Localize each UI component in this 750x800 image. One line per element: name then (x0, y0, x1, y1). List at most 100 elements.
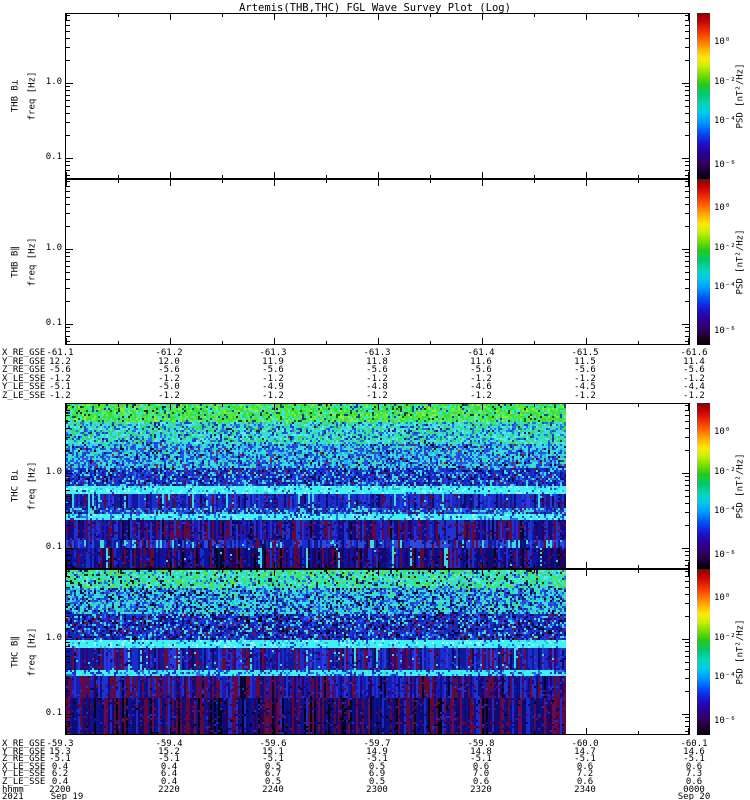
y-tick (66, 301, 70, 303)
x-tick-minor (638, 570, 639, 573)
ephemeris-bottom-value: -60.0 (571, 739, 599, 749)
x-tick-major (482, 570, 483, 576)
y-tick (685, 437, 689, 439)
ephemeris-bottom-row-label: Y_RE_GSE (2, 746, 46, 757)
ephemeris-mid-value: -1.2 (574, 390, 596, 401)
x-tick-minor (222, 341, 223, 344)
spectrogram-canvas-thc-b- (66, 404, 566, 568)
ephemeris-bottom-value: 0.5 (264, 777, 282, 787)
y-tick (682, 548, 689, 549)
y-tick (66, 288, 70, 290)
panel-thc-b- (65, 569, 690, 735)
y-tick (66, 548, 73, 549)
ephemeris-mid-value: -61.3 (259, 348, 287, 358)
x-tick-major (482, 404, 483, 410)
x-tick-minor (118, 14, 119, 17)
y-tick (66, 169, 70, 171)
y-tick (66, 174, 70, 176)
y-tick (685, 495, 689, 497)
x-tick-major (586, 562, 587, 568)
y-tick (682, 639, 689, 640)
y-tick (66, 730, 70, 732)
y-tick (66, 185, 70, 187)
ephemeris-bottom-value: 0.6 (685, 761, 703, 772)
x-tick-minor (118, 341, 119, 344)
x-tick-minor (534, 14, 535, 17)
freq-axis-label: freq [Hz] (27, 237, 38, 287)
x-tick-minor (222, 180, 223, 183)
y-tick (66, 473, 73, 474)
x-tick-major (66, 570, 67, 576)
y-tick (66, 495, 70, 497)
ephemeris-mid-row-label: Z_RE_GSE (2, 365, 46, 375)
y-tick (685, 203, 689, 205)
x-tick-major (482, 172, 483, 178)
y-tick (66, 714, 73, 715)
y-tick (66, 158, 73, 159)
y-tick (685, 551, 689, 553)
y-tick (685, 603, 689, 605)
plot-title: Artemis(THB,THC) FGL Wave Survey Plot (L… (239, 2, 511, 14)
ephemeris-mid-value: -1.2 (158, 373, 180, 384)
y-tick (66, 271, 70, 273)
y-tick (66, 476, 70, 478)
y-tick (66, 340, 70, 342)
ephemeris-mid-value: -5.6 (158, 365, 180, 375)
date-row-label: 2021 (2, 792, 24, 800)
x-tick-major (378, 14, 379, 20)
freq-axis-label: freq [Hz] (27, 627, 38, 677)
x-tick-minor (638, 731, 639, 734)
colorbar-tick-label: 10⁰ (714, 592, 731, 603)
time-value: 2300 (366, 784, 388, 795)
x-tick-minor (638, 14, 639, 17)
y-tick (66, 161, 70, 163)
y-tick (685, 525, 689, 527)
y-tick (66, 571, 70, 573)
ephemeris-mid-row-label: Y_RE_GSE (2, 356, 46, 367)
x-tick-minor (534, 570, 535, 573)
ephemeris-bottom-value: 15.3 (49, 746, 71, 757)
x-tick-major (274, 404, 275, 410)
y-tick (66, 650, 70, 652)
x-tick-minor (430, 14, 431, 17)
x-tick-major (586, 14, 587, 20)
y-tick (66, 639, 73, 640)
y-tick (66, 409, 70, 411)
ephemeris-bottom-value: 0.4 (51, 777, 69, 787)
ephemeris-mid-value: -5.6 (683, 365, 705, 375)
y-tick (685, 668, 689, 670)
ephemeris-bottom-value: 15.1 (262, 746, 284, 757)
ephemeris-mid-value: -5.0 (158, 382, 180, 392)
x-tick-minor (326, 404, 327, 407)
x-tick-major (170, 180, 171, 186)
y-tick (66, 105, 70, 107)
ephemeris-mid-value: 12.2 (49, 356, 71, 367)
y-tick (685, 476, 689, 478)
y-tick (66, 655, 70, 657)
y-tick (685, 655, 689, 657)
ephemeris-bottom-value: 0.6 (576, 777, 594, 787)
date-end: Sep 20 (677, 792, 711, 800)
x-tick-major (482, 338, 483, 344)
x-tick-major (274, 180, 275, 186)
colorbar-tick-label: 10⁻⁴ (714, 281, 736, 292)
y-tick (66, 196, 70, 198)
x-tick-major (274, 728, 275, 734)
x-tick-major (170, 338, 171, 344)
x-tick-major (274, 14, 275, 20)
colorbar-tick-label: 10⁻⁴ (714, 671, 736, 682)
x-tick-major (170, 172, 171, 178)
y-tick-label: 1.0 (45, 467, 62, 477)
colorbar-tick-label: 10⁰ (714, 36, 731, 47)
y-tick (66, 717, 70, 719)
y-tick (66, 249, 73, 250)
y-tick (685, 161, 689, 163)
date-start: Sep 19 (50, 792, 84, 800)
time-value: 2340 (574, 784, 596, 795)
x-tick-major (170, 14, 171, 20)
x-tick-minor (326, 14, 327, 17)
y-tick (66, 420, 70, 422)
ephemeris-bottom-value: 14.8 (470, 746, 492, 757)
x-tick-minor (534, 565, 535, 568)
x-tick-minor (326, 180, 327, 183)
